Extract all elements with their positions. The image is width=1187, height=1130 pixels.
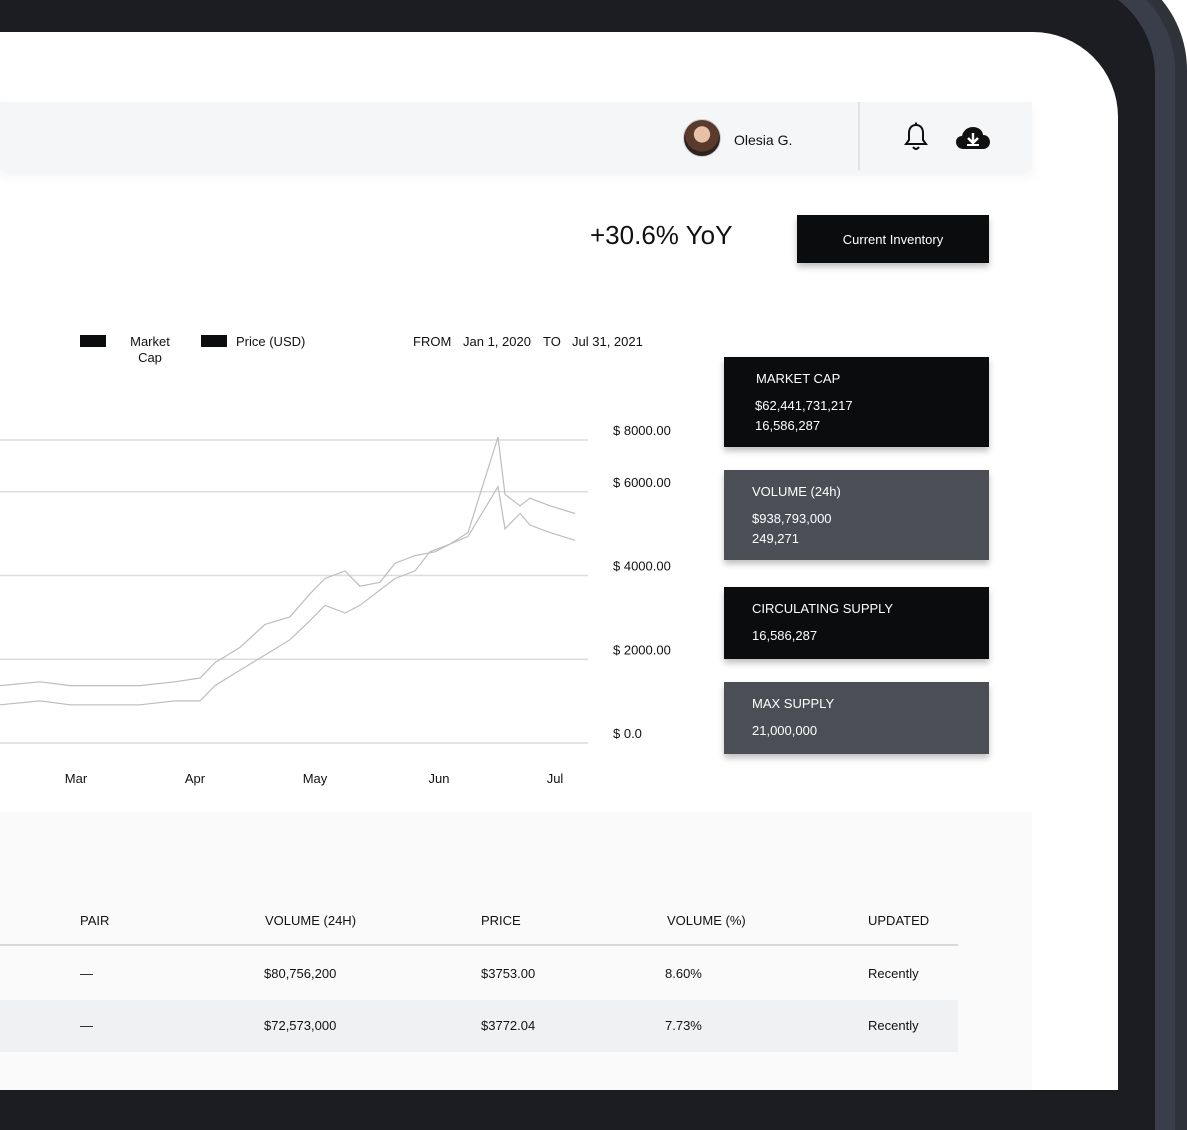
column-header-volume-pct[interactable]: VOLUME (%) (667, 913, 746, 928)
legend-market-cap-text: Market Cap (130, 334, 170, 365)
card-value-secondary: 16,586,287 (755, 418, 821, 433)
card-title: MARKET CAP (756, 371, 841, 386)
card-title: MAX SUPPLY (752, 696, 835, 711)
card-title: CIRCULATING SUPPLY (752, 601, 894, 616)
card-value-secondary: 249,271 (752, 531, 799, 546)
cell-price: $3753.00 (481, 966, 536, 981)
avatar[interactable] (683, 119, 721, 157)
cell-updated: Recently (868, 1018, 919, 1033)
user-name[interactable]: Olesia G. (734, 132, 793, 148)
card-value: $62,441,731,217 (755, 398, 853, 413)
x-tick-label: Mar (65, 771, 88, 786)
card-value: $938,793,000 (752, 511, 832, 526)
current-inventory-button[interactable]: Current Inventory (797, 215, 989, 263)
column-header-volume[interactable]: VOLUME (24H) (265, 913, 357, 928)
card-title: VOLUME (24h) (752, 484, 841, 499)
column-header-updated[interactable]: UPDATED (868, 913, 930, 928)
markets-table: PAIR VOLUME (24H) PRICE VOLUME (%) UPDAT… (0, 812, 1032, 1090)
cell-volume: $72,573,000 (264, 1018, 337, 1033)
series-line-market-cap (0, 484, 576, 687)
y-tick-label: $ 8000.00 (613, 423, 671, 438)
volume-card: VOLUME (24h) $938,793,000 249,271 (724, 470, 989, 560)
cell-pair: — (80, 966, 93, 981)
cell-updated: Recently (868, 966, 919, 981)
x-tick-label: Jun (429, 771, 450, 786)
range-from-date[interactable]: Jan 1, 2020 (463, 334, 531, 349)
top-bar: Olesia G. (0, 102, 1032, 170)
price-chart: $ 8000.00 $ 6000.00 $ 4000.00 $ 2000.00 $ 0.… (0, 423, 671, 786)
y-tick-label: $ 6000.00 (613, 475, 671, 490)
range-from-label: FROM (413, 334, 452, 349)
y-tick-label: $ 2000.00 (613, 642, 671, 657)
card-value: 16,586,287 (752, 628, 818, 643)
cell-volume: $80,756,200 (264, 966, 337, 981)
max-supply-card: MAX SUPPLY 21,000,000 (724, 682, 989, 754)
card-value: 21,000,000 (752, 723, 818, 738)
cell-volume-pct: 8.60% (665, 966, 702, 981)
yoy-change: +30.6% YoY (590, 220, 733, 250)
y-tick-label: $ 4000.00 (613, 559, 671, 574)
cell-volume-pct: 7.73% (665, 1018, 702, 1033)
cell-pair: — (80, 1018, 93, 1033)
header-divider (858, 102, 860, 170)
x-tick-label: Apr (185, 771, 206, 786)
column-header-price[interactable]: PRICE (481, 913, 521, 928)
legend-label-market-cap: Market Cap (122, 334, 178, 366)
app-screen: Olesia G. +30.6% YoY Current Inventory M… (0, 32, 1118, 1090)
circulating-supply-card: CIRCULATING SUPPLY 16,586,287 (724, 587, 989, 659)
series-line-price-usd (0, 436, 576, 706)
column-header-pair[interactable]: PAIR (80, 913, 110, 928)
legend-swatch-price (201, 335, 227, 347)
legend-label-price: Price (USD) (236, 334, 306, 349)
table-header-divider (0, 944, 958, 946)
table-row[interactable]: — $72,573,000 $3772.04 7.73% Recently (0, 1000, 958, 1052)
y-tick-label: $ 0.0 (613, 726, 642, 741)
cell-price: $3772.04 (481, 1018, 536, 1033)
x-tick-label: May (303, 771, 328, 786)
range-to-date[interactable]: Jul 31, 2021 (572, 334, 643, 349)
cloud-download-icon[interactable] (955, 126, 991, 150)
table-row[interactable]: — $80,756,200 $3753.00 8.60% Recently (0, 948, 958, 1000)
range-to-label: TO (543, 334, 561, 349)
market-cap-card: MARKET CAP $62,441,731,217 16,586,287 (724, 357, 989, 447)
bell-icon[interactable] (903, 122, 929, 152)
legend-swatch-market-cap (80, 335, 106, 347)
x-tick-label: Jul (547, 771, 564, 786)
